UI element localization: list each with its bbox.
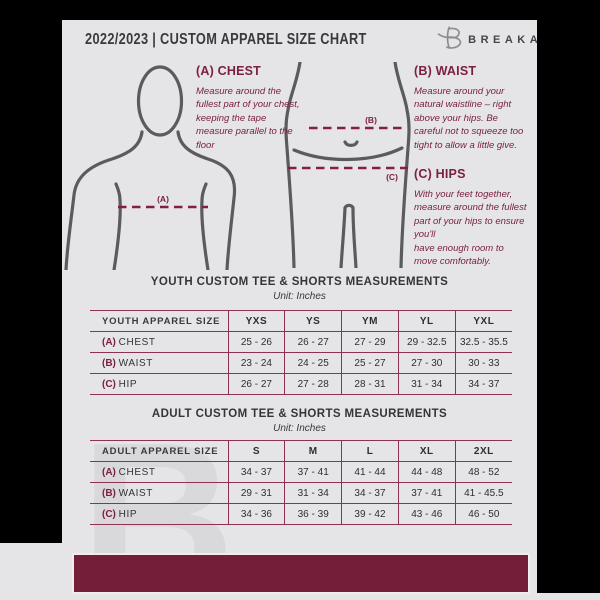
table-cell: 34 - 37 xyxy=(454,373,512,395)
youth-unit-label: Unit: Inches xyxy=(273,291,326,302)
column-header: ADULT APPAREL SIZE xyxy=(102,445,219,457)
row-label: HIP xyxy=(118,378,138,390)
table-cell: 31 - 34 xyxy=(284,482,342,504)
hips-instructions: (C) HIPS With your feet together, measur… xyxy=(414,167,528,269)
row-label-cell: (A) CHEST xyxy=(90,462,228,483)
table-cell: 27 - 29 xyxy=(341,331,399,353)
table-cell: 34 - 37 xyxy=(227,461,285,483)
table-cell: 27 - 28 xyxy=(284,373,342,395)
background-frame-left xyxy=(0,0,62,543)
table-cell: 26 - 27 xyxy=(227,373,285,395)
youth-size-table: YOUTH APPAREL SIZE YXS YS YM YL YXL (A) … xyxy=(90,310,512,395)
brand-lockup: BREAKAWAY xyxy=(437,25,537,55)
waist-instructions-body: Measure around your natural waistline – … xyxy=(414,86,524,151)
table-row: (C) HIP 34 - 36 36 - 39 39 - 42 43 - 46 … xyxy=(90,503,512,525)
footer-color-band xyxy=(72,553,530,594)
brand-name: BREAKAWAY xyxy=(468,34,537,46)
table-row: (B) WAIST 29 - 31 31 - 34 34 - 37 37 - 4… xyxy=(90,482,512,504)
column-header: L xyxy=(341,440,399,462)
waist-instructions-heading: (B) WAIST xyxy=(414,64,477,78)
youth-header-row: YOUTH APPAREL SIZE YXS YS YM YL YXL xyxy=(90,310,512,332)
chest-line-label: (A) xyxy=(157,194,169,204)
row-label-cell: (B) WAIST xyxy=(90,353,228,374)
row-label-prefix: (A) xyxy=(102,336,116,348)
column-header: YXL xyxy=(454,310,512,332)
adult-header-row: ADULT APPAREL SIZE S M L XL 2XL xyxy=(90,440,512,462)
table-cell: 31 - 34 xyxy=(397,373,456,395)
column-header: S xyxy=(227,440,285,462)
row-label-prefix: (A) xyxy=(102,466,116,478)
table-cell: 41 - 44 xyxy=(341,461,399,483)
row-label: CHEST xyxy=(118,336,156,348)
row-label-prefix: (B) xyxy=(102,487,116,499)
table-row: (B) WAIST 23 - 24 24 - 25 25 - 27 27 - 3… xyxy=(90,352,512,374)
table-cell: 32.5 - 35.5 xyxy=(454,331,512,353)
table-cell: 43 - 46 xyxy=(397,503,456,525)
column-header: M xyxy=(284,440,342,462)
table-cell: 34 - 37 xyxy=(341,482,399,504)
lower-body-diagram: (B) (C) xyxy=(284,62,411,268)
row-label-prefix: (B) xyxy=(102,357,116,369)
table-cell: 25 - 26 xyxy=(227,331,285,353)
column-header: 2XL xyxy=(454,440,512,462)
table-cell: 24 - 25 xyxy=(284,352,342,374)
table-cell: 39 - 42 xyxy=(341,503,399,525)
table-cell: 48 - 52 xyxy=(454,461,512,483)
waist-line-label: (B) xyxy=(365,115,377,125)
table-cell: 28 - 31 xyxy=(341,373,399,395)
table-row: (C) HIP 26 - 27 27 - 28 28 - 31 31 - 34 … xyxy=(90,373,512,395)
column-header: YL xyxy=(397,310,456,332)
row-label-prefix: (C) xyxy=(102,378,116,390)
table-cell: 29 - 32.5 xyxy=(397,331,456,353)
row-label-prefix: (C) xyxy=(102,508,116,520)
upper-body-diagram: (A) xyxy=(64,65,237,270)
chest-instructions-body: Measure around the fullest part of your … xyxy=(196,86,300,151)
chart-page: 2022/2023 | CUSTOM APPAREL SIZE CHART BR… xyxy=(62,20,537,600)
table-cell: 37 - 41 xyxy=(284,461,342,483)
chest-instructions-heading: (A) CHEST xyxy=(196,64,261,78)
table-cell: 37 - 41 xyxy=(397,482,456,504)
table-cell: 27 - 30 xyxy=(397,352,456,374)
table-cell: 30 - 33 xyxy=(454,352,512,374)
page-header: 2022/2023 | CUSTOM APPAREL SIZE CHART BR… xyxy=(85,25,537,53)
table-cell: 26 - 27 xyxy=(284,331,342,353)
table-row: (A) CHEST 25 - 26 26 - 27 27 - 29 29 - 3… xyxy=(90,331,512,353)
hips-line-label: (C) xyxy=(386,172,398,182)
row-label: CHEST xyxy=(118,466,156,478)
waist-instructions: (B) WAIST Measure around your natural wa… xyxy=(414,64,526,152)
row-label-cell: (C) HIP xyxy=(90,504,228,525)
breakaway-logo-icon xyxy=(437,25,463,55)
column-header: YOUTH APPAREL SIZE xyxy=(102,315,221,327)
column-header: YXS xyxy=(227,310,285,332)
column-header: XL xyxy=(397,440,456,462)
adult-unit-label: Unit: Inches xyxy=(273,423,326,434)
row-label: HIP xyxy=(118,508,138,520)
background-frame-right xyxy=(537,0,600,593)
column-header: YS xyxy=(284,310,342,332)
table-cell: 25 - 27 xyxy=(341,352,399,374)
table-row: (A) CHEST 34 - 37 37 - 41 41 - 44 44 - 4… xyxy=(90,461,512,483)
table-cell: 44 - 48 xyxy=(397,461,456,483)
page-title: 2022/2023 | CUSTOM APPAREL SIZE CHART xyxy=(85,31,367,48)
table-cell: 41 - 45.5 xyxy=(454,482,512,504)
row-label-cell: (A) CHEST xyxy=(90,332,228,353)
youth-section-title: YOUTH CUSTOM TEE & SHORTS MEASUREMENTS xyxy=(150,276,449,288)
chest-instructions: (A) CHEST Measure around the fullest par… xyxy=(196,64,302,152)
table-cell: 23 - 24 xyxy=(227,352,285,374)
row-label: WAIST xyxy=(118,487,153,499)
table-cell: 46 - 50 xyxy=(454,503,512,525)
row-label-cell: (C) HIP xyxy=(90,374,228,395)
row-label-cell: (B) WAIST xyxy=(90,483,228,504)
table-cell: 36 - 39 xyxy=(284,503,342,525)
adult-section-title: ADULT CUSTOM TEE & SHORTS MEASUREMENTS xyxy=(151,408,448,420)
table-cell: 34 - 36 xyxy=(227,503,285,525)
row-label: WAIST xyxy=(118,357,153,369)
table-cell: 29 - 31 xyxy=(227,482,285,504)
adult-size-table: ADULT APPAREL SIZE S M L XL 2XL (A) CHES… xyxy=(90,440,512,525)
hips-instructions-heading: (C) HIPS xyxy=(414,167,466,181)
background-frame-top xyxy=(0,0,600,20)
hips-instructions-body: With your feet together, measure around … xyxy=(414,189,527,268)
column-header: YM xyxy=(341,310,399,332)
